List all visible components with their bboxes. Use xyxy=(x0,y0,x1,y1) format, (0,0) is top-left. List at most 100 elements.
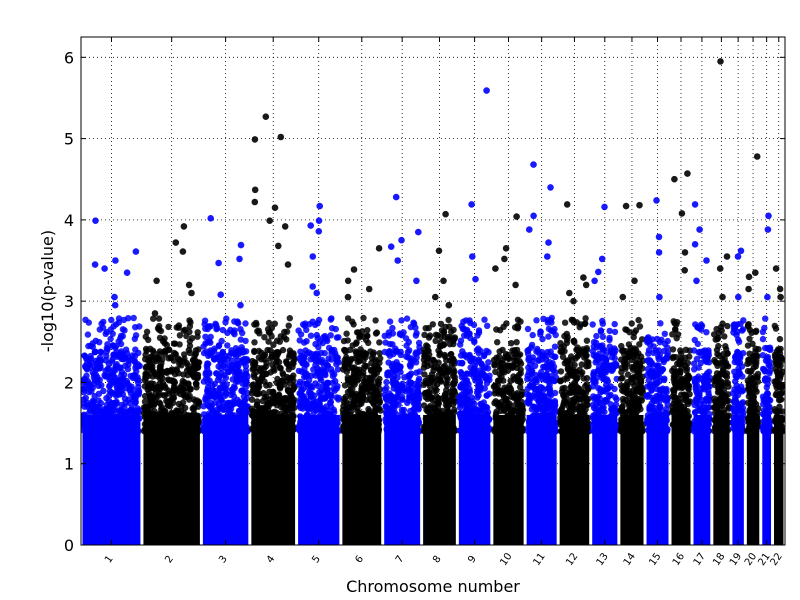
data-point xyxy=(659,366,667,373)
data-point xyxy=(484,322,491,329)
data-point xyxy=(364,410,371,417)
data-point xyxy=(209,382,216,389)
data-point xyxy=(268,333,275,340)
data-point xyxy=(365,339,372,347)
data-point xyxy=(591,378,598,385)
data-point xyxy=(416,427,423,435)
data-point xyxy=(443,387,450,394)
data-point xyxy=(121,371,128,378)
data-point xyxy=(383,378,390,386)
data-point xyxy=(170,428,177,435)
data-point xyxy=(307,356,314,363)
data-point xyxy=(152,354,160,362)
data-point xyxy=(444,369,451,376)
data-point xyxy=(141,398,149,405)
data-point xyxy=(550,363,558,370)
data-point xyxy=(622,326,629,333)
data-point xyxy=(407,407,414,415)
baseline-points xyxy=(81,314,785,545)
data-point xyxy=(536,412,544,420)
data-point xyxy=(170,384,178,391)
chromosome-band xyxy=(298,414,340,545)
data-point xyxy=(341,346,348,354)
data-point xyxy=(266,388,273,395)
data-point xyxy=(375,380,382,388)
data-point xyxy=(504,362,512,369)
data-point xyxy=(341,362,348,370)
data-point xyxy=(285,366,292,373)
data-point xyxy=(289,359,296,366)
data-point xyxy=(350,377,357,385)
data-point xyxy=(596,342,603,350)
data-point xyxy=(288,395,295,402)
data-point xyxy=(599,407,606,414)
data-point xyxy=(200,343,207,350)
data-point xyxy=(422,377,429,385)
chromosome-band xyxy=(620,414,644,545)
data-point xyxy=(223,389,230,397)
data-point xyxy=(516,358,523,365)
data-point xyxy=(287,403,295,410)
data-point xyxy=(563,414,570,421)
data-point xyxy=(629,418,636,425)
data-point xyxy=(608,406,615,413)
data-point xyxy=(131,358,139,365)
data-point xyxy=(184,393,191,401)
data-point xyxy=(612,408,620,415)
data-point xyxy=(400,406,408,414)
data-point xyxy=(539,356,546,363)
data-point xyxy=(128,405,135,412)
data-point xyxy=(165,323,172,331)
data-point xyxy=(98,357,105,364)
data-point xyxy=(146,428,153,435)
data-point xyxy=(507,418,514,426)
data-point xyxy=(464,405,471,413)
data-point xyxy=(193,427,200,435)
data-point xyxy=(200,403,207,410)
data-point xyxy=(115,319,123,326)
data-point xyxy=(96,365,103,372)
data-point xyxy=(661,340,669,348)
data-point xyxy=(132,394,139,401)
data-point xyxy=(465,330,473,337)
data-point xyxy=(506,382,513,390)
data-point xyxy=(328,356,335,363)
data-point xyxy=(625,353,633,360)
data-point xyxy=(121,410,128,417)
data-point xyxy=(416,368,423,375)
data-point xyxy=(213,322,220,329)
data-point xyxy=(100,413,107,420)
data-point xyxy=(398,419,405,426)
data-point xyxy=(280,371,287,378)
data-point xyxy=(97,399,105,407)
data-point xyxy=(173,407,180,414)
data-point xyxy=(527,415,534,422)
data-point xyxy=(100,422,107,429)
data-point xyxy=(435,428,443,435)
data-point xyxy=(501,415,508,422)
data-point xyxy=(493,326,500,333)
data-point xyxy=(623,409,630,417)
data-point xyxy=(460,400,468,407)
data-point xyxy=(558,388,566,395)
data-point xyxy=(343,354,350,361)
data-point xyxy=(431,428,438,435)
data-point xyxy=(622,426,629,433)
data-point xyxy=(313,423,321,430)
data-point xyxy=(427,422,434,429)
data-point xyxy=(103,353,110,360)
data-point xyxy=(369,351,377,358)
data-point xyxy=(331,409,338,416)
data-point xyxy=(274,375,281,383)
data-point xyxy=(653,398,660,405)
data-point xyxy=(273,356,280,363)
data-point xyxy=(678,355,685,362)
data-point xyxy=(250,371,258,378)
data-point xyxy=(147,362,154,369)
data-point xyxy=(601,368,608,375)
data-point xyxy=(399,393,406,401)
data-point xyxy=(452,390,459,398)
data-point xyxy=(312,372,319,379)
data-point xyxy=(514,390,521,397)
data-point xyxy=(493,408,500,415)
